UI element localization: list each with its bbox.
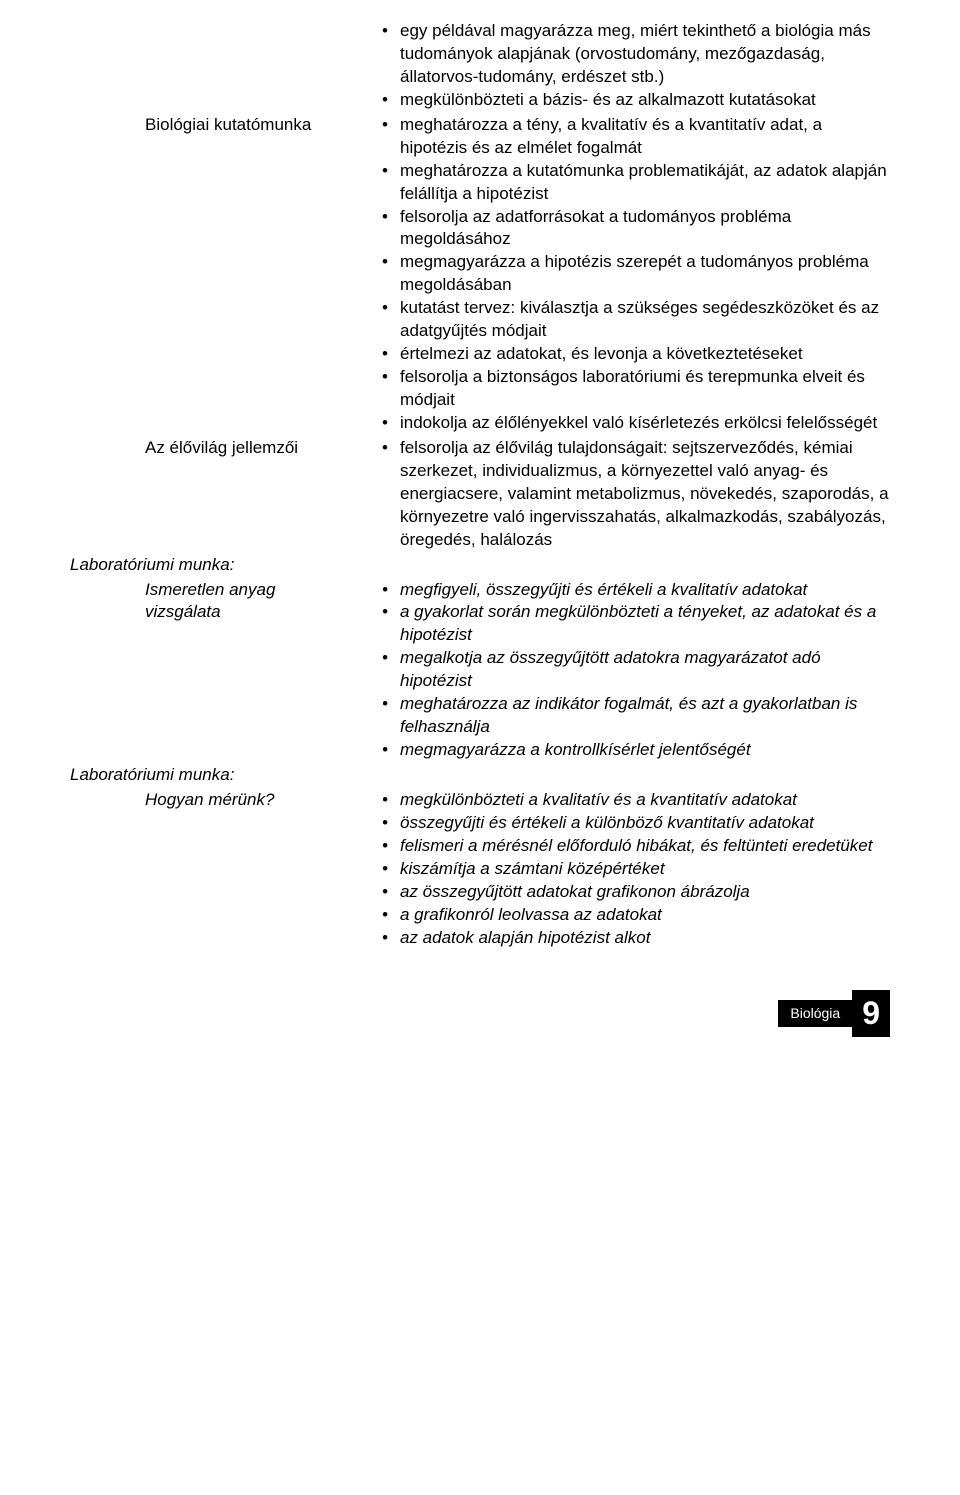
bullet-item: megmagyarázza a kontrollkísérlet jelentő… xyxy=(382,739,890,762)
bullet-item: indokolja az élőlényekkel való kísérlete… xyxy=(382,412,890,435)
topic-label: Laboratóriumi munka: xyxy=(70,554,360,577)
bullet-item: értelmezi az adatokat, és levonja a köve… xyxy=(382,343,890,366)
bullet-list: felsorolja az élővilág tulajdonságait: s… xyxy=(360,437,890,552)
bullet-column: megfigyeli, összegyűjti és értékeli a kv… xyxy=(360,579,890,763)
bullet-item: megmagyarázza a hipotézis szerepét a tud… xyxy=(382,251,890,297)
bullet-item: meghatározza az indikátor fogalmát, és a… xyxy=(382,693,890,739)
bullet-list: meghatározza a tény, a kvalitatív és a k… xyxy=(360,114,890,435)
content-row: Az élővilág jellemzőifelsorolja az élővi… xyxy=(70,437,890,552)
bullet-column xyxy=(360,554,890,577)
bullet-item: felismeri a mérésnél előforduló hibákat,… xyxy=(382,835,890,858)
bullet-item: kutatást tervez: kiválasztja a szükséges… xyxy=(382,297,890,343)
bullet-item: megkülönbözteti a bázis- és az alkalmazo… xyxy=(382,89,890,112)
footer-page-number: 9 xyxy=(852,990,890,1037)
topic-label xyxy=(70,20,360,112)
topic-label: Biológiai kutatómunka xyxy=(70,114,360,435)
bullet-item: meghatározza a kutatómunka problematikáj… xyxy=(382,160,890,206)
content-row: Laboratóriumi munka: xyxy=(70,554,890,577)
topic-label: Az élővilág jellemzői xyxy=(70,437,360,552)
bullet-item: meghatározza a tény, a kvalitatív és a k… xyxy=(382,114,890,160)
topic-label: Ismeretlen anyag vizsgálata xyxy=(70,579,360,763)
page-footer: Biológia 9 xyxy=(70,990,890,1037)
topic-label: Hogyan mérünk? xyxy=(70,789,360,950)
bullet-item: a gyakorlat során megkülönbözteti a tény… xyxy=(382,601,890,647)
footer-subject-label: Biológia xyxy=(778,1000,852,1027)
bullet-item: egy példával magyarázza meg, miért tekin… xyxy=(382,20,890,89)
bullet-item: megalkotja az összegyűjtött adatokra mag… xyxy=(382,647,890,693)
bullet-column: megkülönbözteti a kvalitatív és a kvanti… xyxy=(360,789,890,950)
content-row: Ismeretlen anyag vizsgálata megfigyeli, ö… xyxy=(70,579,890,763)
bullet-list: megkülönbözteti a kvalitatív és a kvanti… xyxy=(360,789,890,950)
bullet-item: összegyűjti és értékeli a különböző kvan… xyxy=(382,812,890,835)
bullet-item: kiszámítja a számtani középértéket xyxy=(382,858,890,881)
bullet-list: egy példával magyarázza meg, miért tekin… xyxy=(360,20,890,112)
content-row: egy példával magyarázza meg, miért tekin… xyxy=(70,20,890,112)
bullet-list: megfigyeli, összegyűjti és értékeli a kv… xyxy=(360,579,890,763)
topic-label: Laboratóriumi munka: xyxy=(70,764,360,787)
bullet-item: megkülönbözteti a kvalitatív és a kvanti… xyxy=(382,789,890,812)
bullet-item: felsorolja az adatforrásokat a tudományo… xyxy=(382,206,890,252)
content-row: Hogyan mérünk? megkülönbözteti a kvalitat… xyxy=(70,789,890,950)
bullet-item: az adatok alapján hipotézist alkot xyxy=(382,927,890,950)
content-sections: egy példával magyarázza meg, miért tekin… xyxy=(70,20,890,950)
content-row: Laboratóriumi munka: xyxy=(70,764,890,787)
bullet-item: felsorolja az élővilág tulajdonságait: s… xyxy=(382,437,890,552)
bullet-column: egy példával magyarázza meg, miért tekin… xyxy=(360,20,890,112)
bullet-item: felsorolja a biztonságos laboratóriumi é… xyxy=(382,366,890,412)
content-row: Biológiai kutatómunka meghatározza a tény… xyxy=(70,114,890,435)
bullet-column: meghatározza a tény, a kvalitatív és a k… xyxy=(360,114,890,435)
bullet-column: felsorolja az élővilág tulajdonságait: s… xyxy=(360,437,890,552)
bullet-item: az összegyűjtött adatokat grafikonon ábr… xyxy=(382,881,890,904)
bullet-column xyxy=(360,764,890,787)
bullet-item: a grafikonról leolvassa az adatokat xyxy=(382,904,890,927)
bullet-item: megfigyeli, összegyűjti és értékeli a kv… xyxy=(382,579,890,602)
